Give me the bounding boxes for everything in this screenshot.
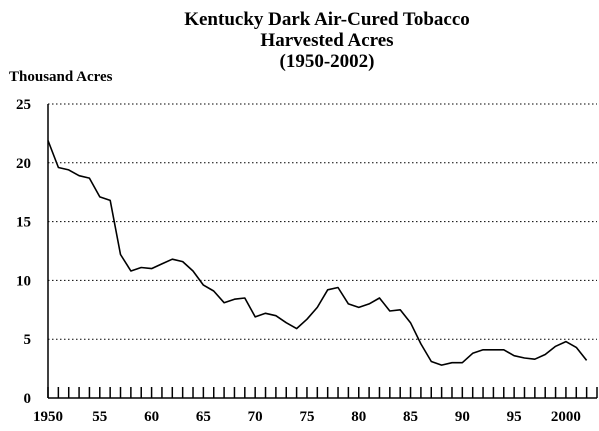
y-tick-label: 5 xyxy=(24,332,32,348)
chart-title: Kentucky Dark Air-Cured Tobacco Harveste… xyxy=(184,9,470,72)
chart-title-line-1: Kentucky Dark Air-Cured Tobacco xyxy=(184,9,470,30)
y-tick-label: 25 xyxy=(16,97,31,113)
series-line xyxy=(47,140,588,366)
x-tick-label: 90 xyxy=(455,409,470,425)
x-tick-label: 70 xyxy=(248,409,263,425)
plot-area xyxy=(47,140,588,366)
x-tick-label: 65 xyxy=(196,409,211,425)
x-tick-label: 55 xyxy=(92,409,107,425)
chart-title-line-2: Harvested Acres xyxy=(260,30,393,51)
x-tick-labels: 1950 55 60 65 70 75 80 85 90 95 2000 xyxy=(33,409,581,425)
x-tick-label: 80 xyxy=(351,409,366,425)
chart-title-line-3: (1950-2002) xyxy=(280,51,375,72)
y-tick-label: 0 xyxy=(24,391,32,407)
x-tick-label: 95 xyxy=(507,409,522,425)
y-tick-label: 10 xyxy=(16,273,31,289)
y-tick-labels: 0 5 10 15 20 25 xyxy=(16,97,31,407)
x-tick-label: 85 xyxy=(403,409,418,425)
x-tick-label: 60 xyxy=(144,409,159,425)
x-tick-label: 75 xyxy=(299,409,314,425)
y-tick-label: 15 xyxy=(16,215,31,231)
x-tick-label: 2000 xyxy=(551,409,581,425)
x-tick-label: 1950 xyxy=(33,409,63,425)
axes xyxy=(47,104,598,399)
y-axis-label: Thousand Acres xyxy=(9,69,113,85)
y-tick-label: 20 xyxy=(16,156,31,172)
gridlines xyxy=(48,103,597,340)
